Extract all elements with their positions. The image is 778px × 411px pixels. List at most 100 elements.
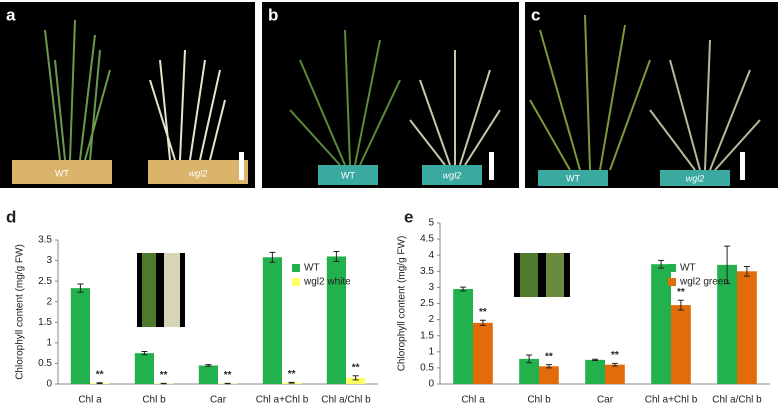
error-bar [611,362,618,367]
error-bar [352,375,359,381]
y-tick-label: 1 [428,346,434,357]
photo [0,2,255,188]
error-bar [205,364,212,367]
legend-swatch [292,278,300,286]
error-bar [77,283,84,293]
y-tick-label: 5 [428,218,434,229]
y-tick-label: 0.5 [420,363,434,374]
bar [605,364,625,384]
pot [12,160,112,184]
y-tick-label: 2.5 [38,276,52,287]
legend-swatch [292,264,300,272]
bar [519,358,539,384]
photo-caption: wgl2 [189,168,208,178]
panel-label: d [6,207,16,226]
photo [262,2,519,188]
y-tick-label: 4.5 [420,234,434,245]
significance: ** [611,350,619,361]
bar [473,322,493,384]
y-tick-label: 0 [46,379,52,390]
photo-caption: WT [341,170,355,180]
error-bar [288,381,295,384]
error-bar [141,350,148,356]
bar [346,377,366,384]
panel-label: a [6,5,16,24]
legend-label: WT [680,263,696,274]
x-tick-label: Car [210,395,227,406]
bar [585,359,605,384]
bar [453,289,473,384]
y-tick-label: 2.5 [420,298,434,309]
panel-label: c [531,5,540,24]
photo [525,2,778,188]
pot [318,165,378,185]
x-tick-label: Chl a/Chl b [712,395,762,406]
significance: ** [479,307,487,318]
scale-bar [239,152,244,180]
y-tick-label: 4 [428,250,434,261]
y-tick-label: 2 [46,296,52,307]
bar [737,271,757,384]
pot [660,170,730,186]
significance: ** [288,369,296,380]
bar [717,264,737,384]
error-bar [658,259,665,269]
photo-caption: WT [566,173,580,183]
bar [198,365,218,384]
plants [44,14,761,171]
error-bar [526,354,533,364]
scale-bar [489,152,494,180]
significance: ** [96,369,104,380]
inset-leaf [142,253,156,327]
significance: ** [677,287,685,298]
bar [70,288,90,384]
significance: ** [352,362,360,373]
x-tick-label: Chl a+Chl b [645,395,698,406]
y-tick-label: 3 [46,255,52,266]
y-tick-label: 3.5 [38,235,52,246]
error-bar [333,251,340,262]
pot [148,160,248,184]
bar [134,353,154,384]
error-bar [545,364,552,369]
y-tick-label: 1.5 [38,317,52,328]
photo-caption: wgl2 [686,173,705,183]
y-axis-label: Chlorophyll content (mg/g FW) [15,244,26,380]
x-tick-label: Chl a [461,395,485,406]
error-bar [479,319,486,326]
x-tick-label: Chl a+Chl b [256,395,309,406]
inset-leaf [546,253,564,297]
legend-label: wgl2 white [303,277,351,288]
bar [262,257,282,384]
error-bar [724,245,731,285]
bar [326,256,346,384]
legend-swatch [668,264,676,272]
y-tick-label: 0.5 [38,358,52,369]
x-tick-label: Car [597,395,614,406]
x-tick-label: Chl a/Chl b [321,395,371,406]
scale-bar [740,152,745,180]
photo-caption: WT [55,168,69,178]
y-tick-label: 3 [428,282,434,293]
legend-label: wgl2 green [679,277,729,288]
panel-label: e [404,207,413,226]
error-bar [592,358,599,361]
bar [539,366,559,384]
inset-leaf [520,253,538,297]
x-tick-label: Chl b [142,395,166,406]
error-bar [269,251,276,263]
bar [671,305,691,384]
pot [538,170,608,186]
x-tick-label: Chl a [78,395,102,406]
error-bar [96,382,103,385]
y-tick-label: 3.5 [420,266,434,277]
significance: ** [545,351,553,362]
bar [651,264,671,384]
error-bar [743,265,750,277]
y-tick-label: 2 [428,314,434,325]
y-axis-label: Chlorophyll content (mg/g FW) [397,236,408,372]
legend-swatch [668,278,676,286]
photo-caption: wgl2 [443,170,462,180]
legend-label: WT [304,263,320,274]
